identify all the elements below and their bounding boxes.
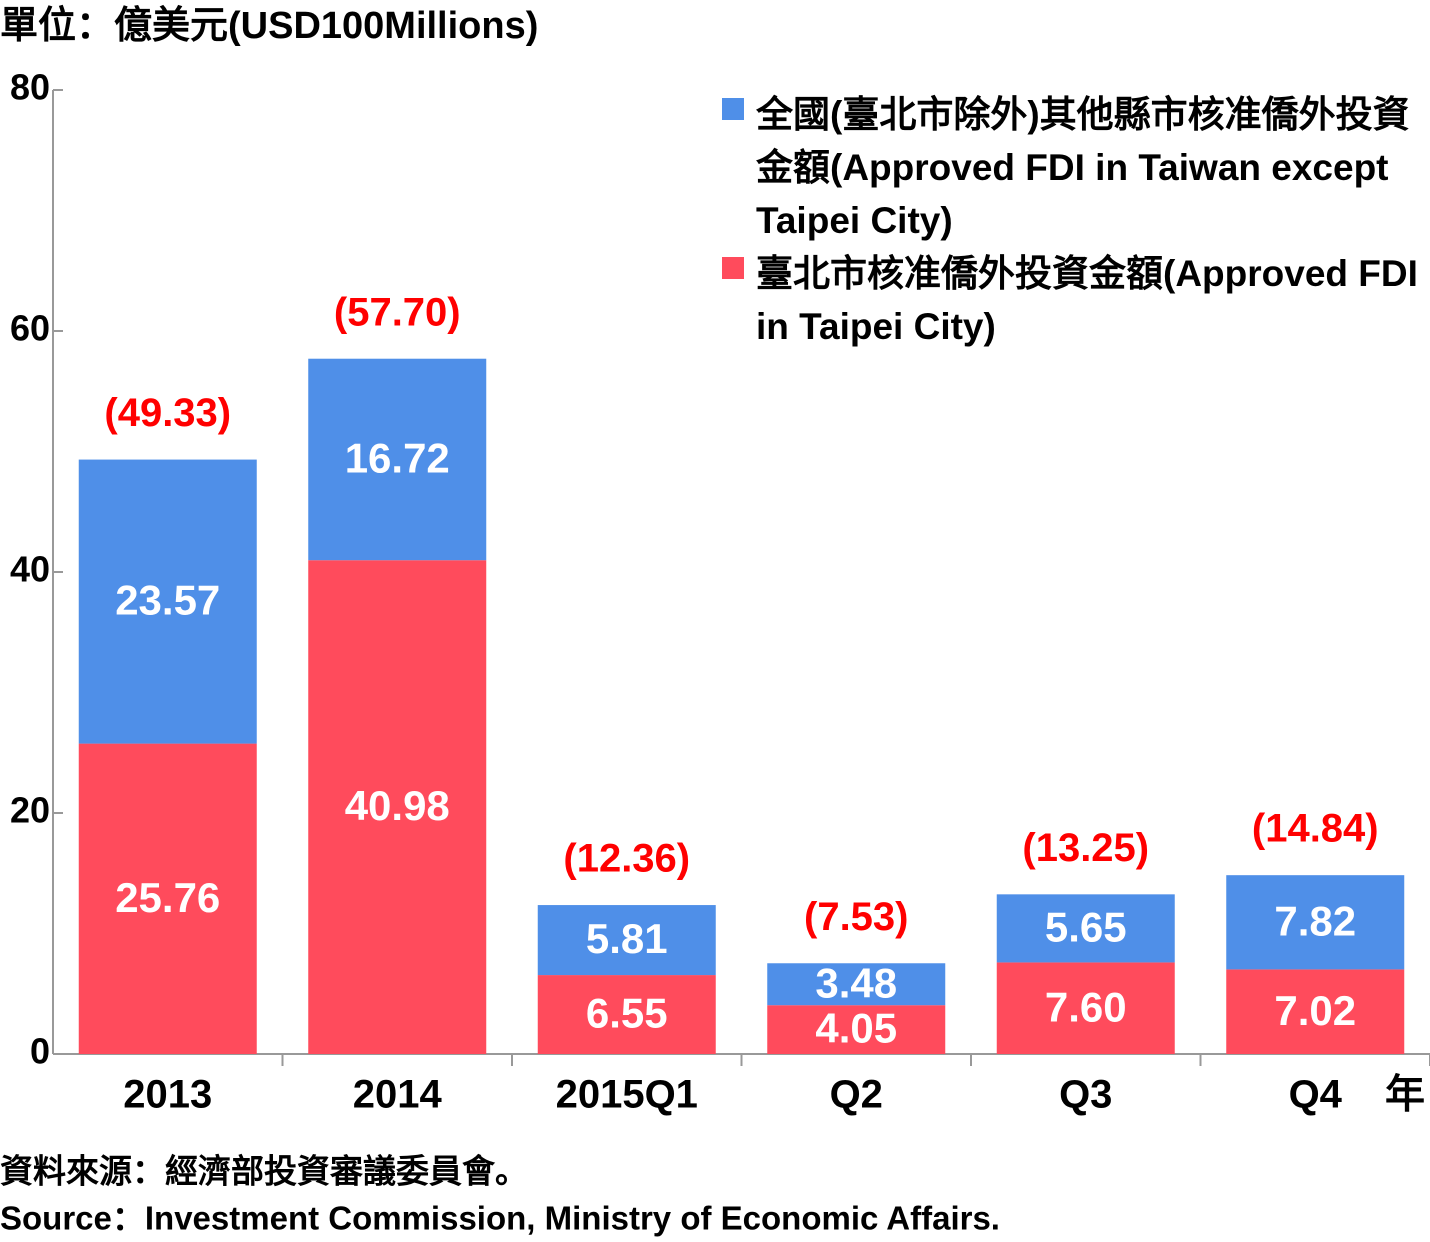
- value-label: 25.76: [115, 874, 220, 921]
- total-label: (14.84): [1252, 807, 1379, 851]
- bar-segment: [537, 975, 716, 1054]
- x-tick-label: 2013: [123, 1073, 212, 1117]
- x-tick-label: Q2: [830, 1073, 883, 1117]
- bar-segment: [996, 962, 1175, 1054]
- y-tick-label: 0: [30, 1031, 50, 1072]
- x-tick-label: Q4: [1289, 1073, 1343, 1117]
- source-en: Source：Investment Commission, Ministry o…: [0, 1200, 1000, 1237]
- value-label: 3.48: [815, 959, 897, 1006]
- unit-label: 單位：億美元(USD100Millions): [0, 5, 538, 47]
- value-label: 7.82: [1274, 897, 1356, 944]
- value-label: 6.55: [586, 990, 668, 1037]
- total-label: (7.53): [804, 895, 909, 939]
- legend-item: 全國(臺北市除外)其他縣市核准僑外投資金額(Approved FDI in Ta…: [722, 88, 1427, 247]
- value-label: 5.65: [1045, 903, 1127, 950]
- value-label: 23.57: [115, 577, 220, 624]
- bar-segment: [996, 894, 1175, 963]
- bar-segment: [308, 560, 487, 1054]
- legend-label: 臺北市核准僑外投資金額(Approved FDI in Taipei City): [756, 253, 1418, 347]
- total-label: (49.33): [104, 391, 231, 435]
- x-axis-label: 年: [1385, 1073, 1425, 1117]
- value-label: 4.05: [815, 1005, 897, 1052]
- value-label: 16.72: [345, 435, 450, 482]
- legend-label: 全國(臺北市除外)其他縣市核准僑外投資金額(Approved FDI in Ta…: [756, 94, 1410, 241]
- legend-swatch: [722, 98, 744, 120]
- x-tick-label: 2015Q1: [556, 1073, 698, 1117]
- bar-segment: [537, 905, 716, 976]
- bar-segment: [78, 459, 257, 744]
- total-label: (13.25): [1022, 826, 1149, 870]
- bar-segment: [767, 963, 946, 1006]
- bar-segment: [308, 358, 487, 561]
- value-label: 7.60: [1045, 983, 1127, 1030]
- legend-item: 臺北市核准僑外投資金額(Approved FDI in Taipei City): [722, 247, 1427, 353]
- y-tick-label: 40: [10, 549, 50, 590]
- bar-segment: [1226, 875, 1405, 970]
- x-tick-label: Q3: [1059, 1073, 1112, 1117]
- source-zh: 資料來源：經濟部投資審議委員會。: [0, 1153, 528, 1190]
- value-label: 40.98: [345, 782, 450, 829]
- total-label: (12.36): [563, 837, 690, 881]
- y-tick-label: 20: [10, 790, 50, 831]
- legend: 全國(臺北市除外)其他縣市核准僑外投資金額(Approved FDI in Ta…: [722, 88, 1427, 353]
- y-tick-label: 60: [10, 308, 50, 349]
- legend-swatch: [722, 257, 744, 279]
- x-tick-label: 2014: [353, 1073, 443, 1117]
- bar-segment: [1226, 969, 1405, 1054]
- bar-segment: [78, 743, 257, 1054]
- value-label: 7.02: [1274, 987, 1356, 1034]
- value-label: 5.81: [586, 915, 668, 962]
- y-tick-label: 80: [10, 67, 50, 108]
- bar-segment: [767, 1005, 946, 1054]
- total-label: (57.70): [334, 290, 461, 334]
